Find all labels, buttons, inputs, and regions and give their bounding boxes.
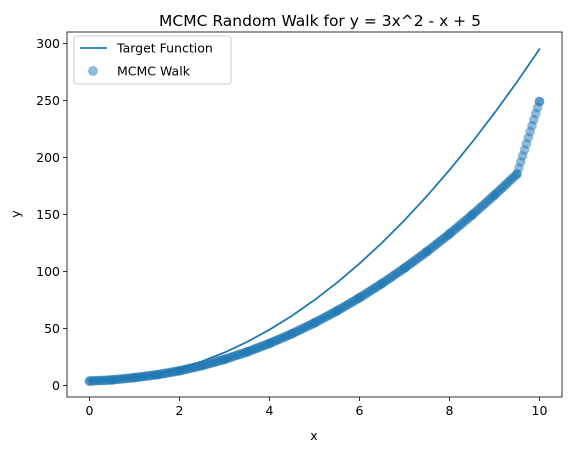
y-tick-label: 50: [44, 321, 60, 336]
y-axis: 0 50 100 150 200 250 300: [36, 36, 67, 393]
y-tick-label: 150: [36, 207, 60, 222]
mcmc-walk-point: [84, 376, 95, 386]
mcmc-walk-point: [242, 347, 252, 357]
chart-title: MCMC Random Walk for y = 3x^2 - x + 5: [159, 12, 481, 30]
mcmc-walk-point: [332, 306, 342, 316]
mcmc-walk-point: [399, 263, 410, 273]
legend: Target Function MCMC Walk: [73, 35, 232, 85]
legend-scatter-swatch: [88, 66, 98, 76]
mcmc-walk-point: [534, 96, 545, 107]
y-tick-label: 100: [36, 264, 60, 279]
mcmc-walk-point: [467, 210, 477, 220]
mcmc-walk-point: [444, 229, 455, 239]
data-layer: [84, 48, 545, 386]
y-tick-label: 200: [36, 150, 60, 165]
legend-label-mcmc-walk: MCMC Walk: [117, 64, 191, 79]
mcmc-walk-point: [377, 278, 387, 289]
y-tick-label: 0: [52, 378, 60, 393]
mcmc-walk-scatter-series: [84, 96, 545, 386]
y-axis-label: y: [8, 210, 23, 218]
target-function-line: [88, 48, 541, 381]
x-tick-label: 2: [176, 403, 184, 418]
y-tick-label: 300: [36, 36, 60, 51]
x-tick-label: 6: [356, 403, 364, 418]
legend-label-target-function: Target Function: [116, 41, 213, 56]
mcmc-walk-point: [422, 246, 432, 257]
x-tick-label: 4: [266, 403, 274, 418]
legend-box: [73, 35, 232, 85]
x-tick-label: 0: [86, 403, 94, 418]
mcmc-walk-point: [197, 360, 207, 371]
mcmc-walk-point: [287, 328, 297, 339]
mcmc-walk-point: [512, 169, 522, 179]
x-axis-label: x: [310, 428, 317, 443]
x-axis: 0 2 4 6 8 10: [86, 397, 548, 418]
x-tick-label: 8: [446, 403, 454, 418]
mcmc-walk-point: [489, 190, 500, 200]
mcmc-walk-point: [264, 338, 275, 349]
plot-area: [66, 31, 563, 398]
x-tick-label: 10: [532, 403, 548, 418]
mcmc-walk-point: [354, 292, 365, 303]
y-tick-label: 250: [36, 93, 60, 108]
mcmc-walk-point: [219, 354, 230, 365]
mcmc-walk-point: [309, 318, 320, 328]
